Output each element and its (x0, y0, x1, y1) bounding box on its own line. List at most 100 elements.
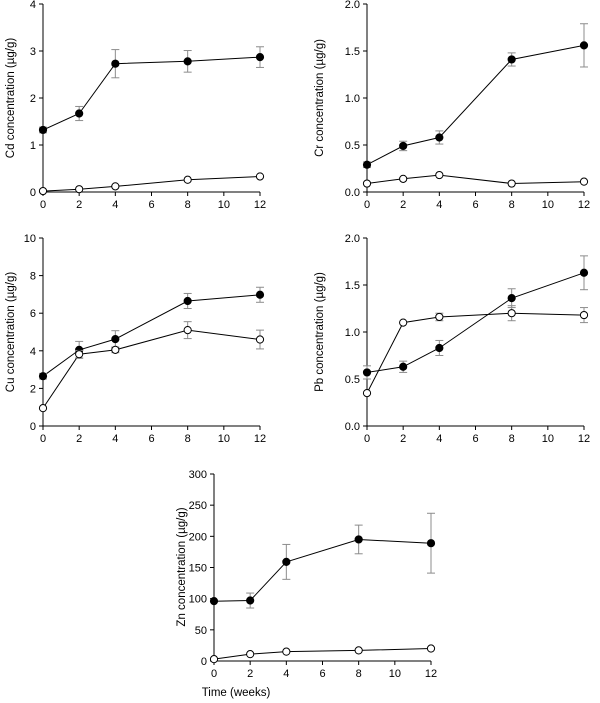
y-tick-label-zn-2: 100 (189, 594, 207, 606)
filled-series-zn-point-4 (426, 539, 436, 548)
filled-series-cu-point-3 (183, 296, 192, 306)
ylabel-cr: Cr concentration (µg/g) (314, 39, 326, 157)
open-series-cr-point-4 (579, 177, 589, 186)
open-series-cd-point-3 (183, 175, 192, 184)
y-tick-label-cu-2: 4 (30, 346, 36, 358)
panel-cu: Cu concentration (µg/g) 0 2 4 6 8 10 12 0 2 4 6 8 10 (5, 233, 266, 445)
panel-cr: Cr concentration (µg/g) 0 2 4 6 8 10 12 0.0 0.5 1… (314, 0, 590, 211)
x-tick-label-cd-6: 12 (254, 199, 266, 211)
open-series-cu-point-2 (111, 345, 120, 354)
x-tick-label-pb-0: 0 (364, 433, 370, 445)
y-tick-label-cr-4: 2.0 (345, 0, 360, 11)
filled-series-zn-point-2 (282, 557, 291, 566)
y-tick-label-cu-1: 2 (30, 383, 36, 395)
y-tick-label-zn-1: 50 (195, 625, 207, 637)
x-tick-label-zn-1: 2 (247, 668, 253, 680)
x-tick-label-cu-0: 0 (40, 433, 46, 445)
y-tick-label-cd-3: 3 (30, 46, 36, 58)
open-series-pb-point-2 (435, 312, 444, 322)
y-tick-label-pb-1: 0.5 (345, 374, 360, 386)
x-tick-label-pb-4: 8 (509, 433, 515, 445)
open-series-cu-point-3 (183, 326, 192, 335)
open-series-cu-point-1 (75, 350, 84, 359)
filled-series-cu-point-4 (255, 290, 265, 299)
y-tick-label-cr-2: 1.0 (345, 93, 360, 105)
y-tick-label-cr-3: 1.5 (345, 46, 360, 58)
x-tick-label-pb-1: 2 (400, 433, 406, 445)
open-series-cr-point-1 (399, 174, 408, 183)
x-tick-label-cd-0: 0 (40, 199, 46, 211)
y-tick-label-pb-3: 1.5 (345, 280, 360, 292)
y-tick-label-zn-0: 0 (201, 656, 207, 668)
x-tick-label-cu-4: 8 (185, 433, 191, 445)
y-tick-label-cu-3: 6 (30, 308, 36, 320)
y-tick-label-cd-2: 2 (30, 93, 36, 105)
x-tick-label-cd-3: 6 (148, 199, 154, 211)
open-series-zn-point-2 (282, 647, 291, 656)
filled-series-cd-line (42, 56, 261, 131)
filled-series-zn-point-1 (246, 596, 255, 605)
x-tick-label-cu-1: 2 (76, 433, 82, 445)
open-series-pb-line (366, 312, 585, 394)
y-tick-label-cr-1: 0.5 (345, 140, 360, 152)
y-tick-label-cd-1: 1 (30, 140, 36, 152)
x-tick-label-cr-2: 4 (436, 199, 442, 211)
filled-series-cd-point-4 (255, 53, 265, 62)
open-series-cr-point-2 (435, 170, 444, 180)
open-series-pb-point-0 (362, 389, 372, 398)
y-tick-label-cu-4: 8 (30, 271, 36, 283)
x-tick-label-zn-6: 12 (425, 668, 437, 680)
open-series-pb-point-3 (507, 309, 516, 318)
x-tick-label-cr-5: 10 (542, 199, 554, 211)
x-tick-label-cd-2: 4 (112, 199, 118, 211)
x-tick-label-cu-5: 10 (218, 433, 230, 445)
x-tick-label-pb-2: 4 (436, 433, 442, 445)
x-tick-label-cr-1: 2 (400, 199, 406, 211)
filled-series-cr-point-4 (579, 41, 589, 50)
x-tick-label-cd-5: 10 (218, 199, 230, 211)
filled-series-pb-point-1 (399, 362, 408, 371)
x-tick-label-zn-0: 0 (211, 668, 217, 680)
open-series-cu-point-4 (255, 335, 265, 344)
y-tick-label-cu-5: 10 (24, 233, 36, 245)
x-tick-label-cr-0: 0 (364, 199, 370, 211)
x-tick-label-zn-4: 8 (356, 668, 362, 680)
open-series-cd-point-1 (75, 185, 84, 194)
x-tick-label-zn-3: 6 (319, 668, 325, 680)
open-series-cd-point-0 (38, 186, 48, 196)
filled-series-cr-point-3 (507, 55, 516, 64)
y-tick-label-cu-0: 0 (30, 421, 36, 433)
filled-series-cd-point-2 (111, 59, 120, 68)
open-series-pb-point-4 (579, 310, 589, 320)
x-tick-label-pb-6: 12 (578, 433, 590, 445)
ylabel-zn: Zn concentration (µg/g) (176, 507, 188, 626)
x-tick-label-zn-2: 4 (283, 668, 289, 680)
filled-series-pb-point-2 (435, 343, 444, 353)
x-tick-label-pb-3: 6 (472, 433, 478, 445)
ylabel-cu: Cu concentration (µg/g) (5, 272, 17, 393)
filled-series-pb-point-0 (362, 368, 372, 377)
y-tick-label-zn-6: 300 (189, 469, 207, 481)
xlabel-zn: Time (weeks) (202, 687, 271, 699)
open-series-pb-point-1 (399, 318, 408, 327)
open-series-cd-point-2 (111, 182, 120, 191)
y-tick-label-zn-3: 150 (189, 563, 207, 575)
y-tick-label-cd-4: 4 (30, 0, 36, 11)
open-series-cd-point-4 (255, 172, 265, 181)
ylabel-pb: Pb concentration (µg/g) (314, 272, 326, 392)
y-tick-label-pb-4: 2.0 (345, 233, 360, 245)
y-tick-label-zn-5: 250 (189, 500, 207, 512)
x-tick-label-cr-6: 12 (578, 199, 590, 211)
filled-series-zn-point-0 (209, 597, 219, 606)
x-tick-label-cd-1: 2 (76, 199, 82, 211)
y-tick-label-zn-4: 200 (189, 531, 207, 543)
open-series-cu-point-0 (38, 404, 48, 413)
filled-series-zn-point-3 (354, 535, 363, 544)
open-series-cr-point-3 (507, 179, 516, 188)
y-tick-label-pb-0: 0.0 (345, 421, 360, 433)
x-tick-label-cu-3: 6 (148, 433, 154, 445)
filled-series-zn-line (213, 538, 432, 602)
open-series-zn-point-4 (426, 644, 436, 653)
